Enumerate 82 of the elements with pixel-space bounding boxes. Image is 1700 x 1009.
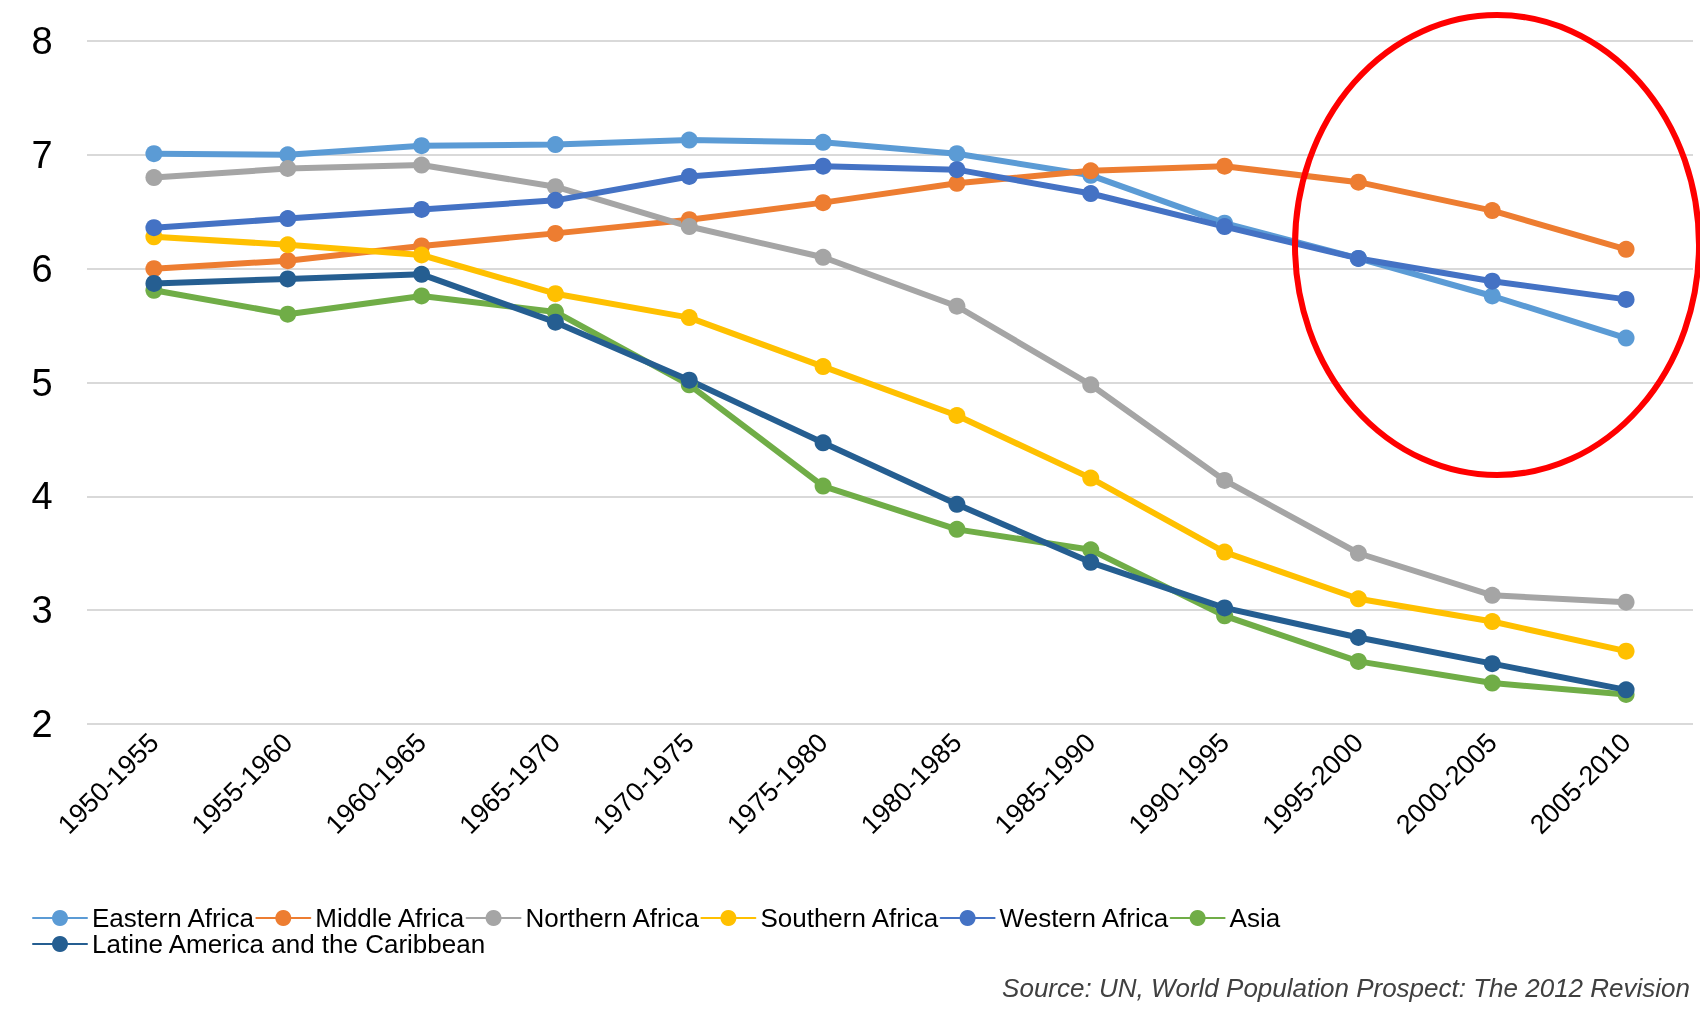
point — [948, 495, 966, 513]
legend-label: Southern Africa — [760, 903, 939, 933]
point — [1349, 628, 1367, 646]
legend-label: Northern Africa — [525, 903, 700, 933]
point — [948, 297, 966, 315]
point — [680, 167, 698, 185]
point — [814, 133, 832, 151]
point — [814, 248, 832, 266]
point — [1483, 613, 1501, 631]
point — [814, 157, 832, 175]
point — [1216, 543, 1234, 561]
y-tick-label: 4 — [31, 475, 53, 518]
y-tick-label: 8 — [31, 20, 53, 62]
point — [1082, 553, 1100, 571]
point — [948, 145, 966, 163]
point — [413, 137, 431, 155]
point — [1617, 240, 1635, 258]
point — [1349, 173, 1367, 191]
point — [1617, 681, 1635, 699]
point — [145, 145, 163, 163]
point — [1617, 593, 1635, 611]
point — [680, 131, 698, 149]
point — [1216, 471, 1234, 489]
point — [413, 287, 431, 305]
point — [145, 169, 163, 187]
point — [145, 274, 163, 292]
y-tick-label: 6 — [31, 247, 53, 290]
legend-label: Asia — [1229, 903, 1281, 933]
point — [413, 265, 431, 283]
point — [1483, 586, 1501, 604]
point — [1082, 376, 1100, 394]
point — [279, 305, 297, 323]
point — [546, 191, 564, 209]
point — [279, 236, 297, 254]
point — [1349, 590, 1367, 608]
source-note: Source: UN, World Population Prospect: The 2012 Revision — [1002, 973, 1691, 1003]
point — [1617, 329, 1635, 347]
point — [1483, 674, 1501, 692]
y-tick-label: 5 — [31, 361, 53, 404]
point — [546, 285, 564, 303]
point — [279, 146, 297, 164]
point — [1082, 469, 1100, 487]
point — [1216, 157, 1234, 175]
point — [814, 358, 832, 376]
point — [279, 210, 297, 228]
point — [1349, 652, 1367, 670]
point — [413, 200, 431, 218]
legend-label: Western Africa — [999, 903, 1169, 933]
point — [948, 161, 966, 179]
point — [1082, 185, 1100, 203]
y-tick-label: 3 — [31, 589, 53, 632]
point — [279, 252, 297, 270]
point — [814, 434, 832, 452]
point — [1617, 642, 1635, 660]
point — [1483, 272, 1501, 290]
point — [1349, 544, 1367, 562]
point — [1617, 290, 1635, 308]
point — [1216, 218, 1234, 236]
y-tick-label: 2 — [31, 703, 53, 745]
point — [546, 224, 564, 242]
point — [413, 246, 431, 264]
point — [948, 407, 966, 425]
point — [546, 136, 564, 154]
point — [1483, 202, 1501, 220]
y-tick-label: 7 — [31, 133, 53, 176]
point — [680, 218, 698, 236]
point — [1216, 599, 1234, 617]
point — [948, 520, 966, 538]
point — [814, 194, 832, 212]
point — [546, 313, 564, 331]
point — [814, 477, 832, 495]
point — [279, 270, 297, 288]
point — [680, 371, 698, 389]
point — [145, 219, 163, 237]
point — [1082, 162, 1100, 180]
point — [279, 160, 297, 177]
point — [145, 260, 163, 278]
point — [680, 309, 698, 327]
point — [1483, 655, 1501, 673]
point — [413, 156, 431, 174]
point — [1483, 287, 1501, 305]
point — [546, 178, 564, 196]
